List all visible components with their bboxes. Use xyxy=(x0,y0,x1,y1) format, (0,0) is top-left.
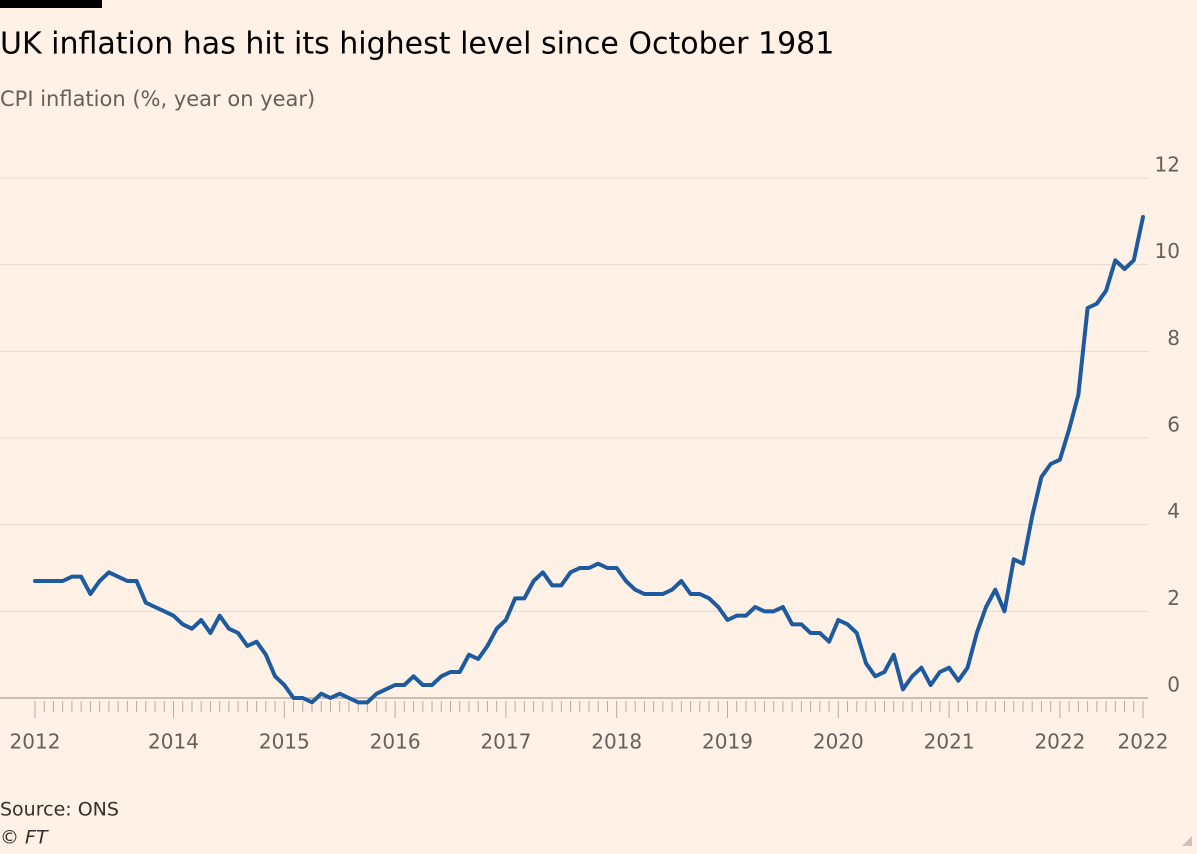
x-tick-label: 2021 xyxy=(924,730,975,754)
x-tick-label: 2015 xyxy=(259,730,310,754)
y-tick-label: 0 xyxy=(1167,673,1180,697)
credit: © FT xyxy=(0,827,49,849)
x-tick-label: 2016 xyxy=(370,730,421,754)
x-tick-label: 2012 xyxy=(10,730,61,754)
chart-subtitle: CPI inflation (%, year on year) xyxy=(0,87,315,111)
x-tick-label: 2014 xyxy=(148,730,199,754)
data-line xyxy=(33,215,1145,705)
y-tick-label: 4 xyxy=(1167,499,1180,523)
brand-bar xyxy=(0,0,102,8)
x-tick-label: 2020 xyxy=(813,730,864,754)
y-tick-label: 8 xyxy=(1167,326,1180,350)
x-tick-label: 2018 xyxy=(591,730,642,754)
x-tick-label: 2017 xyxy=(480,730,531,754)
y-tick-label: 10 xyxy=(1155,239,1180,263)
x-tick-label: 2022 xyxy=(1118,730,1169,754)
y-tick-label: 12 xyxy=(1155,153,1180,177)
x-tick-label: 2022 xyxy=(1034,730,1085,754)
y-tick-label: 2 xyxy=(1167,586,1180,610)
source: Source: ONS xyxy=(0,799,119,821)
resize-corner xyxy=(1182,836,1192,846)
y-tick-label: 6 xyxy=(1167,413,1180,437)
x-tick-label: 2019 xyxy=(702,730,753,754)
chart-title: UK inflation has hit its highest level s… xyxy=(0,27,834,62)
